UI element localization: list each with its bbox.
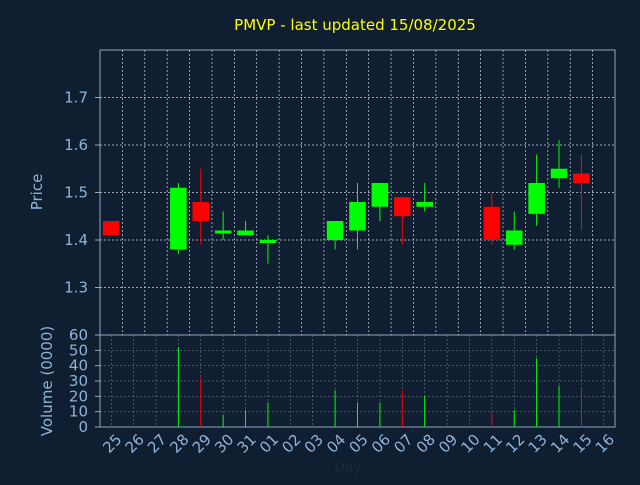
price-axis-label: Price bbox=[28, 174, 46, 211]
candle-body bbox=[371, 183, 389, 207]
price-tick-label: 1.3 bbox=[64, 279, 88, 297]
candle-body bbox=[528, 183, 545, 214]
candle-body bbox=[170, 187, 187, 250]
candle-body bbox=[573, 173, 590, 183]
price-candles bbox=[102, 140, 590, 264]
candle-body bbox=[550, 168, 568, 179]
candle-body bbox=[505, 230, 523, 245]
candle-body bbox=[349, 202, 366, 231]
candle-body bbox=[393, 197, 411, 217]
candle-body bbox=[416, 202, 433, 207]
volume-bars bbox=[177, 347, 582, 427]
chart-title: PMVP - last updated 15/08/2025 bbox=[234, 16, 476, 34]
candle-body bbox=[214, 230, 232, 234]
price-tick-label: 1.5 bbox=[64, 184, 88, 202]
volume-axis-label: Volume (0000) bbox=[38, 326, 56, 436]
candle-body bbox=[483, 206, 501, 240]
volume-tick-label: 10 bbox=[69, 403, 88, 421]
price-tick-label: 1.4 bbox=[64, 231, 88, 249]
price-axis-ticks: 1.7 1.6 1.5 1.4 1.3 bbox=[64, 89, 100, 297]
price-tick-label: 1.6 bbox=[64, 136, 88, 154]
candle-body bbox=[192, 202, 210, 221]
price-tick-label: 1.7 bbox=[64, 89, 88, 107]
day-axis-ticks: 2526272829303101020304050607080910111213… bbox=[99, 431, 618, 457]
candle-body bbox=[326, 221, 344, 240]
candle-body bbox=[259, 240, 277, 243]
volume-tick-label: 20 bbox=[69, 387, 88, 405]
candle-body bbox=[237, 230, 254, 236]
volume-tick-label: 30 bbox=[69, 372, 88, 390]
volume-tick-label: 40 bbox=[69, 357, 88, 375]
candle-body bbox=[102, 221, 120, 236]
volume-tick-label: 0 bbox=[78, 418, 88, 436]
x-axis-label: Day bbox=[334, 460, 362, 476]
volume-tick-label: 50 bbox=[69, 341, 88, 359]
volume-tick-label: 60 bbox=[69, 326, 88, 344]
